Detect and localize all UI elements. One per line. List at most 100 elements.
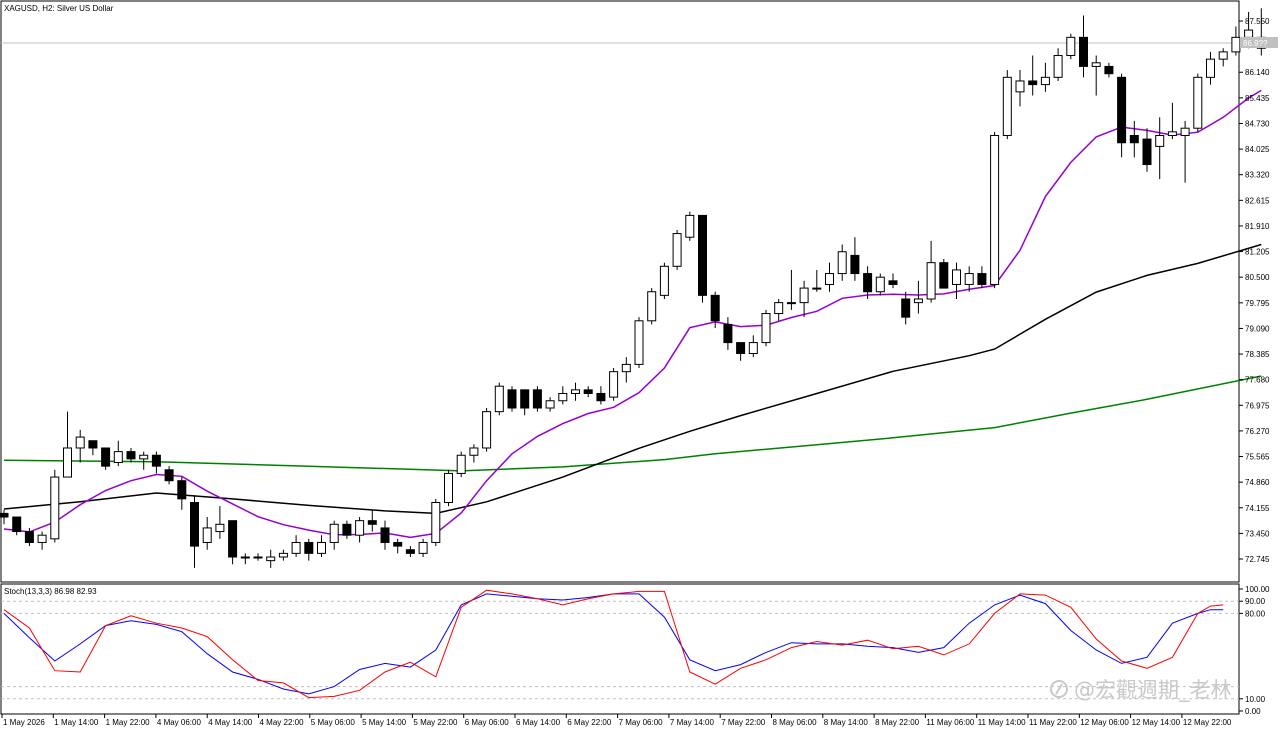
bull-candle-body [621, 363, 631, 373]
price-tick-label: 84.730 [1245, 119, 1270, 128]
candle [228, 520, 238, 565]
bull-candle-body [748, 342, 758, 355]
bear-candle-body [532, 389, 542, 409]
time-tick-label: 6 May 14:00 [516, 718, 561, 727]
bull-candle-body [278, 552, 288, 558]
bear-candle-body [520, 389, 530, 409]
bull-candle-body [837, 251, 847, 275]
candle [1180, 120, 1190, 183]
candle [215, 506, 225, 539]
bull-candle-body [1155, 134, 1165, 147]
candle [786, 269, 796, 310]
price-pane[interactable]: XAGUSD, H2: Silver US Dollar 86.9?? 87.5… [0, 0, 1278, 583]
bull-candle-body [494, 385, 504, 413]
time-tick-label: 1 May 14:00 [54, 718, 99, 727]
candle [888, 273, 898, 289]
stochastic-pane[interactable]: Stoch(13,3,3) 86.98 82.93 100.00 90.00 80.… [0, 583, 1270, 716]
candle [990, 131, 1000, 289]
candle [50, 469, 60, 543]
bull-candle-body [266, 556, 276, 562]
candle [88, 440, 98, 456]
candle [380, 520, 390, 550]
candle [1193, 73, 1203, 132]
time-tick-label: 11 May 22:00 [1029, 718, 1077, 727]
candle [190, 495, 199, 568]
bull-candle-body [113, 451, 123, 464]
candle [37, 531, 47, 550]
candle [926, 240, 936, 303]
ma-fast-line [3, 89, 1262, 539]
price-tick-label: 85.435 [1245, 94, 1270, 103]
candle [571, 382, 580, 401]
candle [825, 262, 834, 292]
candle [494, 382, 504, 416]
bull-candle-body [431, 501, 441, 543]
time-tick-label: 4 May 22:00 [260, 718, 305, 727]
candle [0, 509, 9, 525]
watermark-logo-icon [1050, 680, 1068, 698]
candle [291, 535, 301, 558]
price-tick-label: 77.680 [1245, 376, 1270, 385]
candle [647, 288, 657, 325]
stochastic-tick-label: 90.00 [1245, 597, 1266, 606]
bear-candle-body [583, 389, 593, 394]
bull-candle-body [253, 556, 263, 559]
ma-slow-line [3, 375, 1262, 472]
bear-candle-body [1142, 138, 1152, 166]
candle [266, 549, 276, 568]
time-tick-label: 7 May 22:00 [721, 718, 766, 727]
time-tick-label: 8 May 22:00 [875, 718, 920, 727]
bear-candle-body [88, 440, 98, 449]
time-tick-label: 12 May 22:00 [1183, 718, 1232, 727]
price-tick-label: 73.450 [1245, 529, 1270, 538]
price-tick-label: 87.550 [1245, 17, 1270, 26]
candle [1091, 55, 1101, 96]
candle [609, 368, 619, 401]
bull-candle-body [799, 287, 809, 304]
bear-candle-body [151, 454, 161, 467]
bull-candle-body [1002, 76, 1012, 136]
bear-candle-body [1028, 80, 1038, 86]
bull-candle-body [913, 298, 923, 304]
candle [583, 386, 593, 398]
stochastic-tick-label: 80.00 [1245, 609, 1266, 618]
bull-candle-body [926, 262, 936, 300]
current-price-label: 86.9?? [1243, 39, 1268, 48]
candle [698, 214, 707, 303]
stochastic-main-line [3, 589, 1224, 699]
candle [685, 211, 695, 241]
time-tick-label: 11 May 06:00 [926, 718, 974, 727]
candle [837, 244, 847, 281]
candle [113, 440, 123, 467]
candles [0, 8, 1266, 568]
candle [1117, 73, 1127, 158]
bull-candle-body [291, 541, 301, 554]
bull-candle-body [964, 273, 974, 285]
candle [177, 477, 187, 510]
bull-candle-body [1040, 76, 1050, 86]
time-tick-label: 7 May 06:00 [619, 718, 664, 727]
bear-candle-body [101, 447, 111, 467]
bull-candle-body [1244, 29, 1254, 38]
candle [596, 386, 606, 405]
stochastic-lines [3, 589, 1224, 699]
candle [278, 549, 288, 561]
candle [659, 262, 669, 299]
candle [952, 262, 961, 299]
bear-candle-body [12, 516, 22, 533]
bull-candle-body [659, 265, 669, 296]
candle [850, 237, 860, 281]
bear-candle-body [393, 541, 403, 547]
bull-candle-body [456, 454, 466, 474]
price-tick-label: 79.090 [1245, 324, 1270, 333]
bear-candle-body [1129, 134, 1139, 144]
time-tick-label: 8 May 06:00 [773, 718, 818, 727]
time-tick-label: 6 May 06:00 [465, 718, 510, 727]
candle [1231, 26, 1241, 56]
bear-candle-body [342, 523, 352, 536]
candle [939, 259, 949, 289]
candle [736, 342, 746, 361]
price-tick-label: 76.270 [1245, 427, 1270, 436]
stochastic-axis: 100.00 90.00 80.00 10.00 0.00 [1239, 585, 1270, 716]
